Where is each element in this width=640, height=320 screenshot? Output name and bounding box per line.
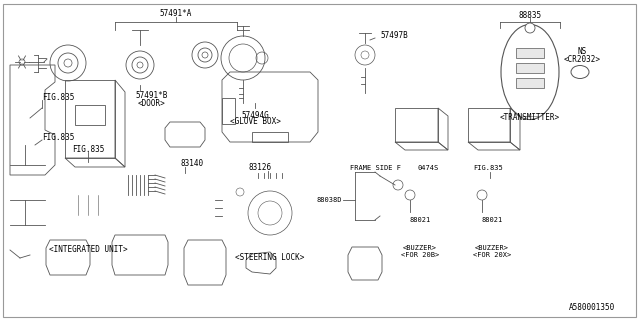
Circle shape	[525, 23, 535, 33]
Text: A580001350: A580001350	[569, 303, 615, 313]
Text: <CR2032>: <CR2032>	[563, 54, 600, 63]
Text: 88038D: 88038D	[317, 197, 342, 203]
Circle shape	[126, 51, 154, 79]
Text: 0474S: 0474S	[417, 165, 438, 171]
Text: 88835: 88835	[518, 11, 541, 20]
Text: NS: NS	[577, 47, 587, 57]
Text: <FOR 20B>: <FOR 20B>	[401, 252, 439, 258]
Bar	[516, 78, 544, 88]
Text: FIG.835: FIG.835	[42, 93, 74, 102]
Text: 57491*A: 57491*A	[160, 10, 192, 19]
Circle shape	[192, 42, 218, 68]
Text: 57491*B: 57491*B	[136, 92, 168, 100]
Text: 57497B: 57497B	[380, 30, 408, 39]
Circle shape	[50, 45, 86, 81]
Bar	[516, 48, 544, 58]
Text: 88021: 88021	[410, 217, 431, 223]
Ellipse shape	[501, 25, 559, 119]
Text: <BUZZER>: <BUZZER>	[475, 245, 509, 251]
Text: <TRANSMITTER>: <TRANSMITTER>	[500, 114, 560, 123]
Text: <DOOR>: <DOOR>	[138, 99, 166, 108]
Text: <STEERING LOCK>: <STEERING LOCK>	[236, 253, 305, 262]
Text: 83126: 83126	[248, 164, 271, 172]
Text: 88021: 88021	[481, 217, 502, 223]
Text: <INTEGRATED UNIT>: <INTEGRATED UNIT>	[49, 245, 127, 254]
Text: 83140: 83140	[180, 158, 204, 167]
Bar	[516, 63, 544, 73]
Circle shape	[221, 36, 265, 80]
Text: <BUZZER>: <BUZZER>	[403, 245, 437, 251]
Text: FRAME SIDE F: FRAME SIDE F	[349, 165, 401, 171]
Text: <GLOVE BOX>: <GLOVE BOX>	[230, 117, 280, 126]
Text: <FOR 20X>: <FOR 20X>	[473, 252, 511, 258]
Ellipse shape	[571, 66, 589, 78]
Text: FIG.835: FIG.835	[42, 132, 74, 141]
Text: FIG.835: FIG.835	[473, 165, 503, 171]
Text: FIG.835: FIG.835	[72, 145, 104, 154]
Text: 57494G: 57494G	[241, 110, 269, 119]
